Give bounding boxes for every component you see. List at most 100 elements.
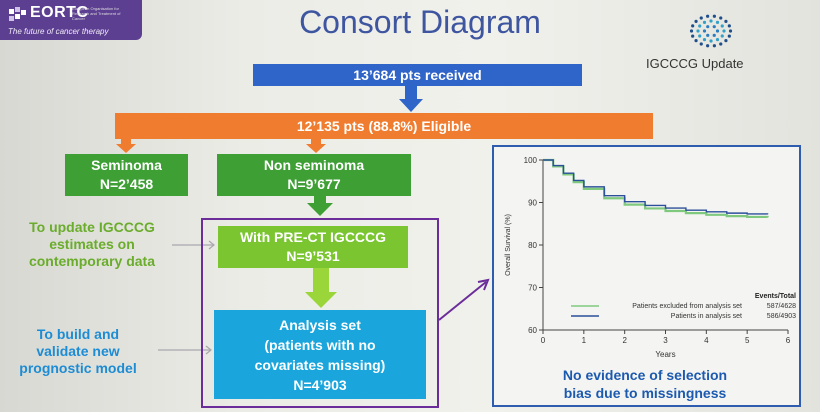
- logo-dot: [715, 29, 720, 33]
- logo-dot: [694, 19, 698, 23]
- eligible-label: 12’135 pts (88.8%) Eligible: [296, 117, 472, 134]
- logo-dot: [727, 34, 731, 38]
- logo-dot: [706, 25, 710, 29]
- x-tick-label: 3: [663, 336, 668, 345]
- highlight-frame: [201, 218, 439, 408]
- analysis-line-1: Analysis set: [279, 316, 361, 333]
- build-annotation-line-1: To build and: [36, 326, 120, 342]
- logo-dot: [712, 33, 716, 37]
- logo-dot: [702, 38, 707, 42]
- logo-dot: [694, 39, 698, 43]
- update-annotation-line-1: To update IGCCCG: [29, 219, 155, 235]
- survival-curve-1: [543, 158, 769, 219]
- legend-series-name: Patients in analysis set: [671, 313, 742, 320]
- analysis-line-3: covariates missing): [254, 356, 386, 373]
- logo-dot: [706, 14, 710, 18]
- logo-dot: [706, 44, 710, 48]
- igcccg-update-label: IGCCCG Update: [646, 56, 744, 71]
- analysis-line-2: (patients with no: [264, 336, 376, 353]
- eligible-box: 12’135 pts (88.8%) Eligible: [115, 113, 653, 139]
- survival-chart: 60 70 80 90 100 0 1 2 3 4 5 6 Years Overall Survival …: [505, 156, 796, 359]
- survival-chart-frame: 60 70 80 90 100 0 1 2 3 4 5 6 Years Overall Survival …: [492, 145, 801, 407]
- connector-arrow-icon: [438, 278, 490, 321]
- logo-dot: [706, 33, 710, 37]
- logo-dot: [698, 34, 702, 38]
- logo-dot: [719, 16, 723, 20]
- logo-dot: [696, 29, 700, 33]
- logo-dot: [724, 19, 728, 23]
- logo-dot: [712, 14, 716, 18]
- y-tick-label: 90: [528, 199, 537, 208]
- logo-dot: [712, 25, 716, 29]
- logo-dot: [720, 24, 724, 28]
- x-axis-label: Years: [655, 350, 675, 359]
- x-tick-label: 1: [582, 336, 587, 345]
- y-tick-label: 60: [528, 326, 537, 335]
- pre-ct-count: N=9’531: [286, 248, 340, 264]
- logo-dot: [699, 42, 703, 46]
- logo-dot: [691, 24, 695, 28]
- seminoma-box: Seminoma N=2’458: [65, 154, 188, 196]
- logo-name: EORTC: [30, 4, 89, 21]
- x-tick-label: 6: [786, 336, 791, 345]
- build-annotation-line-2: validate new: [36, 343, 120, 359]
- logo-dot: [719, 42, 723, 46]
- logo-dot: [727, 24, 731, 28]
- legend-series-name: Patients excluded from analysis set: [632, 303, 742, 310]
- logo-dot: [691, 34, 695, 38]
- update-annotation-line-2: estimates on: [49, 236, 135, 252]
- x-tick-label: 0: [541, 336, 546, 345]
- analysis-count: N=4’903: [293, 376, 347, 393]
- x-tick-label: 2: [622, 336, 627, 345]
- build-annotation-line-3: prognostic model: [19, 360, 137, 376]
- slide-title: Consort Diagram: [299, 4, 541, 40]
- logo-dot: [702, 20, 707, 24]
- arrow-down-icon: [305, 268, 337, 308]
- logo-tagline: The future of cancer therapy: [8, 27, 109, 36]
- x-tick-label: 4: [704, 336, 709, 345]
- logo-dot: [709, 39, 713, 43]
- legend-title: Events/Total: [755, 293, 796, 300]
- logo-dot: [698, 24, 702, 28]
- y-tick-label: 100: [524, 156, 538, 165]
- arrow-down-icon: [116, 139, 136, 153]
- logo-dot: [724, 39, 728, 43]
- y-tick-label: 80: [528, 241, 537, 250]
- igcccg-dots-logo-icon: [689, 14, 733, 48]
- annotation-arrow-icon: [172, 240, 215, 250]
- arrow-down-icon: [399, 86, 423, 112]
- eortc-logo-mark-icon: [9, 7, 26, 21]
- logo-dot: [715, 38, 720, 42]
- pre-ct-box: With PRE-CT IGCCCG N=9’531: [218, 226, 408, 268]
- non-seminoma-box: Non seminoma N=9’677: [217, 154, 411, 196]
- eortc-logo: EORTC European Organisation for Research…: [0, 0, 142, 40]
- chart-caption: No evidence of selection bias due to mis…: [520, 366, 770, 402]
- logo-dot: [728, 29, 733, 33]
- arrow-down-icon: [307, 196, 333, 216]
- logo-dot: [715, 20, 720, 24]
- caption-line-2: bias due to missingness: [563, 385, 727, 401]
- build-annotation: To build and validate new prognostic mod…: [4, 326, 152, 377]
- update-annotation-line-3: contemporary data: [28, 253, 156, 269]
- legend-series-events: 586/4903: [767, 313, 796, 320]
- caption-line-1: No evidence of selection: [562, 367, 728, 383]
- logo-dot: [689, 29, 694, 33]
- non-seminoma-title: Non seminoma: [263, 157, 365, 173]
- logo-dot: [712, 44, 716, 48]
- logo-dot: [709, 19, 713, 23]
- pre-ct-title: With PRE-CT IGCCCG: [239, 229, 387, 245]
- logo-dot: [722, 29, 726, 33]
- logo-dot: [720, 34, 724, 38]
- logo-small-text: European Organisation for Research and T…: [72, 6, 121, 21]
- seminoma-title: Seminoma: [91, 157, 162, 173]
- y-axis-label: Overall Survival (%): [505, 214, 512, 276]
- logo-dot: [699, 16, 703, 20]
- legend-series-events: 587/4628: [767, 303, 796, 310]
- survival-curve-2: [543, 159, 769, 215]
- non-seminoma-count: N=9’677: [287, 176, 341, 192]
- logo-dot: [702, 29, 707, 33]
- arrow-down-icon: [306, 139, 326, 153]
- received-box: 13’684 pts received: [253, 64, 582, 86]
